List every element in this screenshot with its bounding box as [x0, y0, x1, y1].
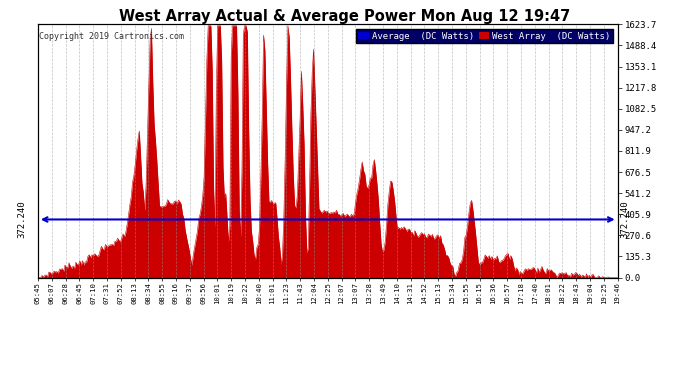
Text: West Array Actual & Average Power Mon Aug 12 19:47: West Array Actual & Average Power Mon Au…	[119, 9, 571, 24]
Legend: Average  (DC Watts), West Array  (DC Watts): Average (DC Watts), West Array (DC Watts…	[355, 29, 613, 43]
Text: 372.240: 372.240	[620, 201, 629, 238]
Text: 372.240: 372.240	[17, 201, 26, 238]
Text: Copyright 2019 Cartronics.com: Copyright 2019 Cartronics.com	[39, 32, 184, 41]
